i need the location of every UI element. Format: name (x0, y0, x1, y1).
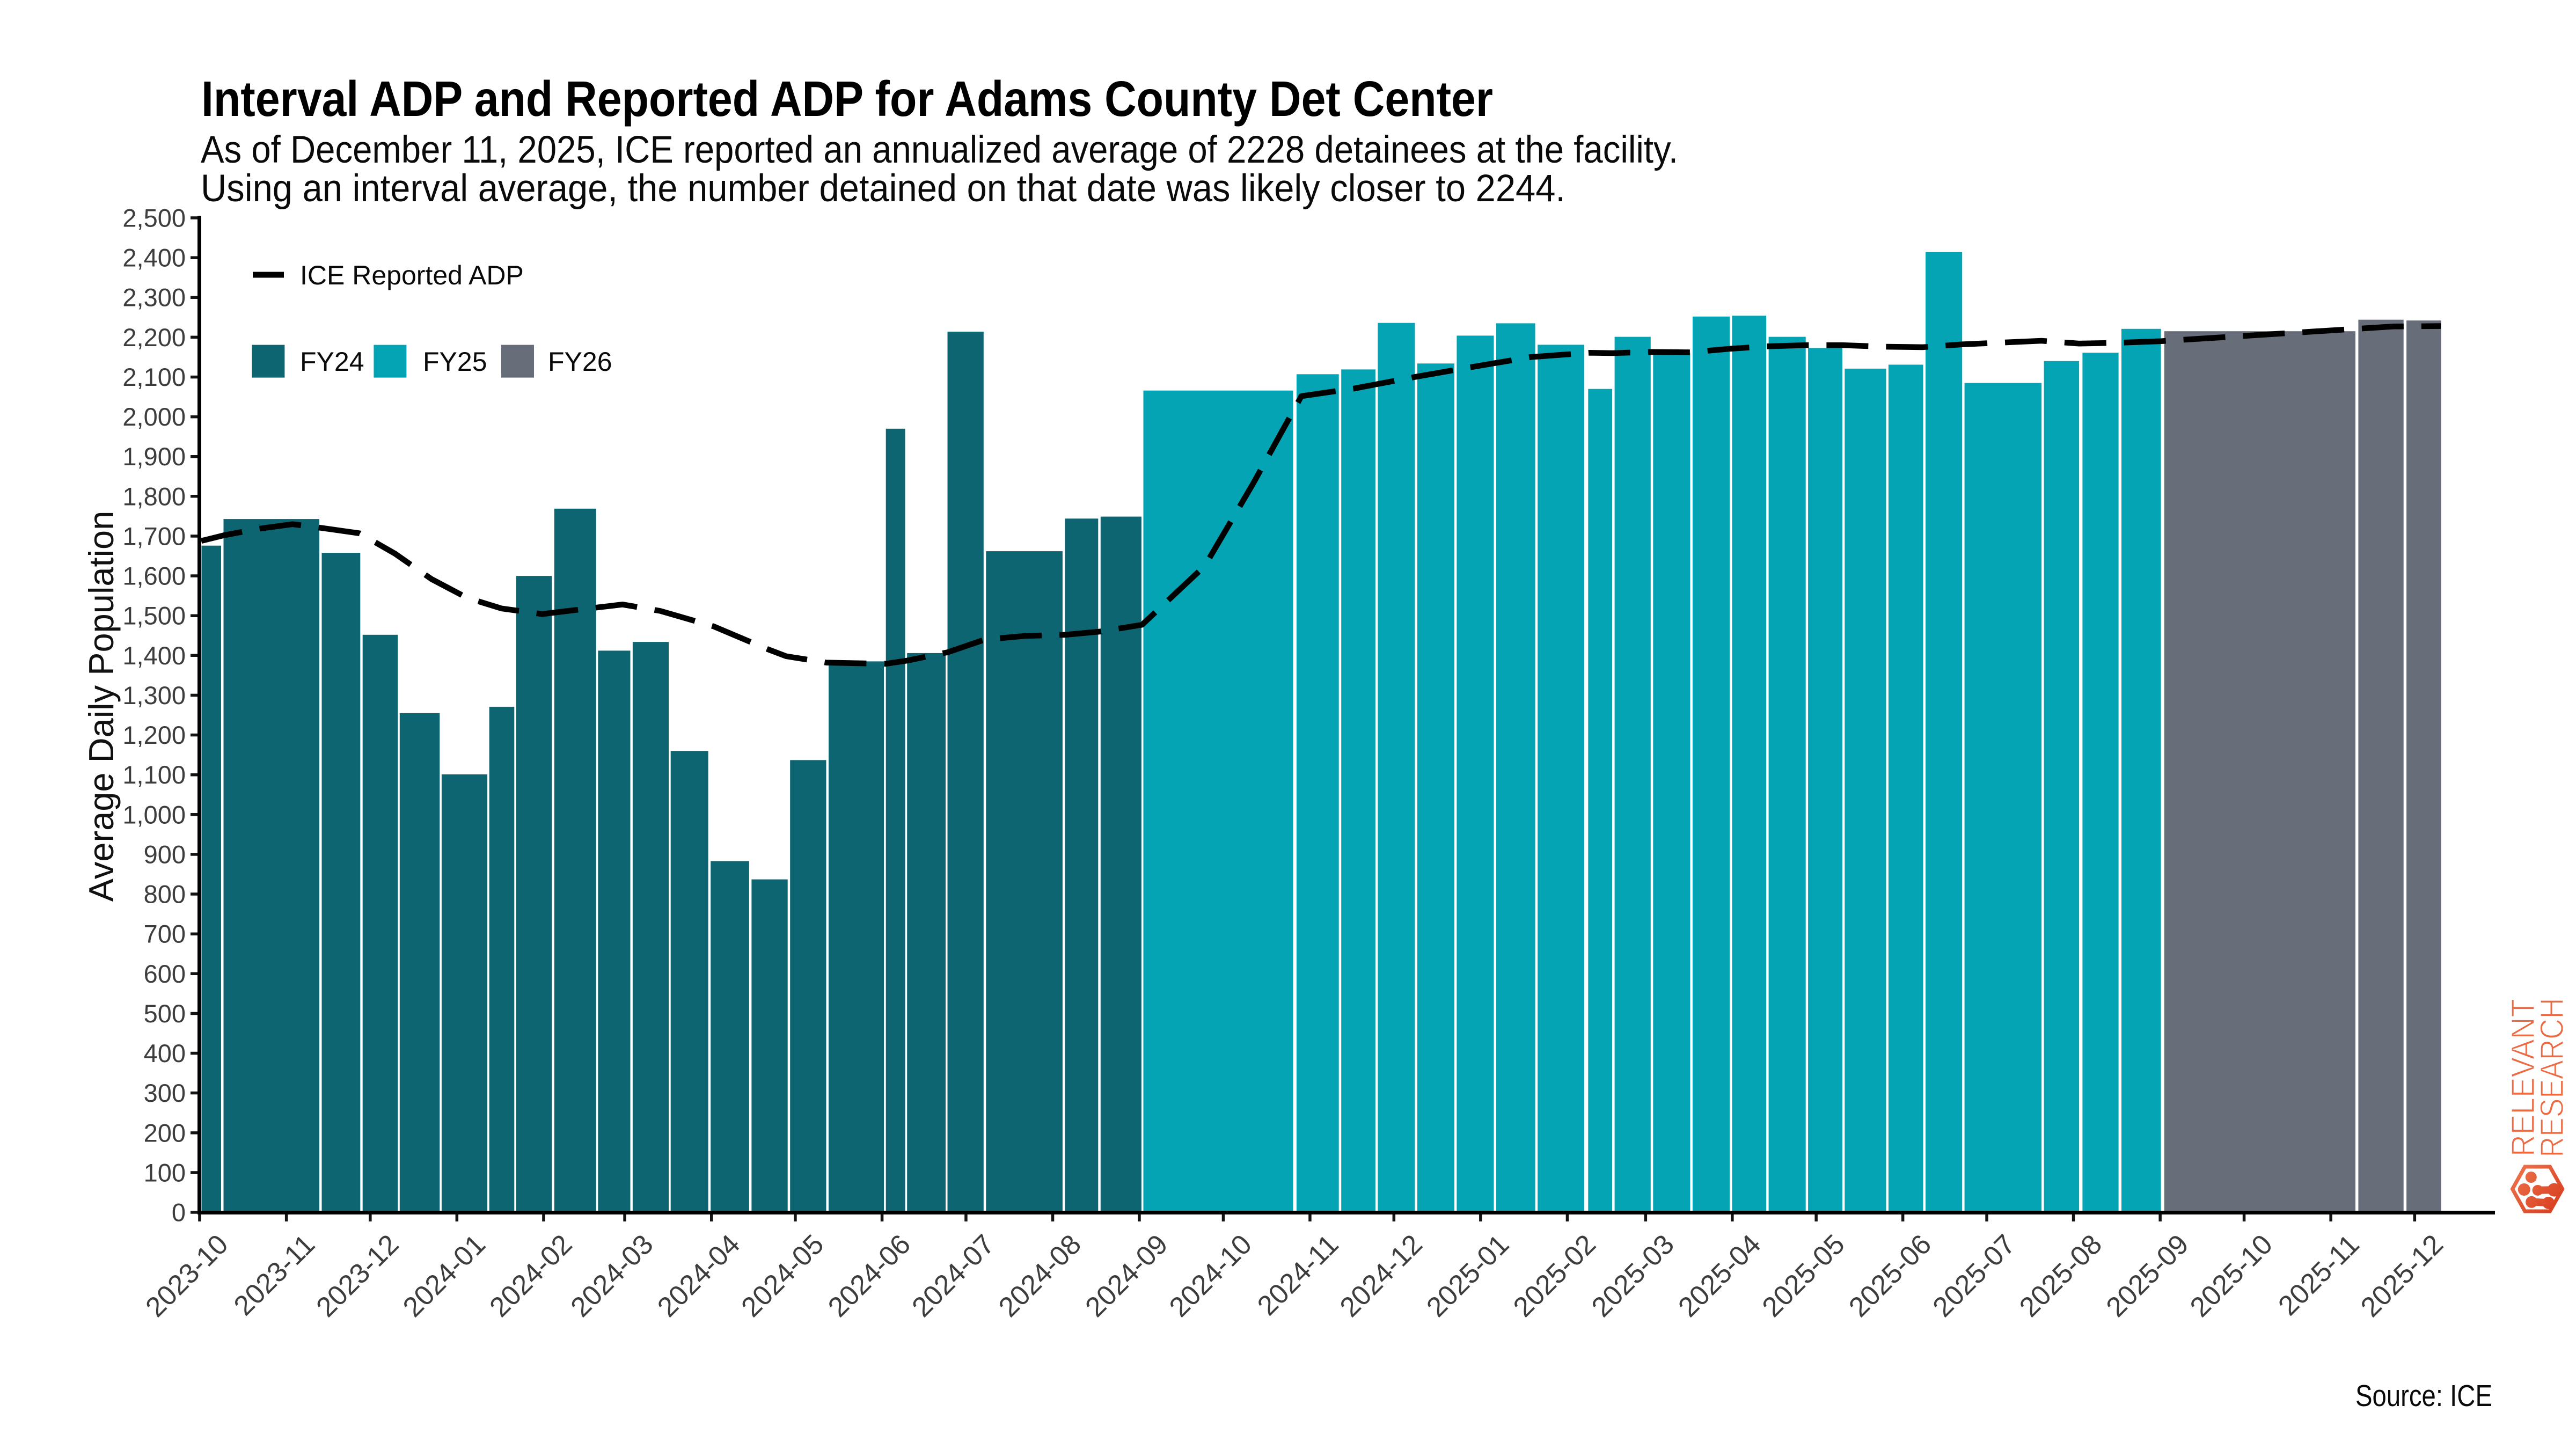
svg-text:Interval ADP and Reported ADP: Interval ADP and Reported ADP for Adams … (201, 71, 1493, 127)
svg-text:200: 200 (144, 1118, 186, 1147)
svg-text:1,800: 1,800 (122, 482, 186, 510)
svg-text:100: 100 (144, 1158, 186, 1187)
svg-text:RELEVANT: RELEVANT (2505, 999, 2541, 1157)
svg-text:1,900: 1,900 (122, 442, 186, 471)
svg-text:2,400: 2,400 (122, 244, 186, 272)
svg-text:2,500: 2,500 (122, 204, 186, 232)
svg-text:1,500: 1,500 (122, 602, 186, 630)
svg-text:1,000: 1,000 (122, 800, 186, 829)
svg-text:FY25: FY25 (423, 347, 487, 377)
svg-text:1,400: 1,400 (122, 641, 186, 670)
svg-text:1,100: 1,100 (122, 760, 186, 789)
svg-text:2,300: 2,300 (122, 283, 186, 312)
svg-text:900: 900 (144, 840, 186, 868)
svg-text:500: 500 (144, 999, 186, 1028)
svg-text:400: 400 (144, 1039, 186, 1067)
svg-text:As of December 11, 2025, ICE r: As of December 11, 2025, ICE reported an… (201, 129, 1678, 171)
svg-text:800: 800 (144, 880, 186, 909)
svg-text:1,600: 1,600 (122, 562, 186, 590)
svg-text:0: 0 (172, 1198, 186, 1227)
svg-text:FY26: FY26 (548, 347, 612, 377)
svg-text:ICE Reported ADP: ICE Reported ADP (300, 260, 524, 290)
svg-text:2,200: 2,200 (122, 323, 186, 352)
svg-text:2,000: 2,000 (122, 402, 186, 431)
svg-text:FY24: FY24 (300, 347, 364, 377)
svg-text:1,200: 1,200 (122, 721, 186, 749)
svg-text:300: 300 (144, 1079, 186, 1107)
svg-text:Average Daily Population: Average Daily Population (82, 511, 121, 902)
svg-text:600: 600 (144, 960, 186, 988)
svg-text:1,700: 1,700 (122, 522, 186, 551)
svg-text:700: 700 (144, 920, 186, 948)
svg-text:1,300: 1,300 (122, 681, 186, 709)
svg-text:Source: ICE: Source: ICE (2355, 1379, 2492, 1413)
svg-text:Using an interval average, the: Using an interval average, the number de… (201, 167, 1565, 210)
svg-text:RESEARCH: RESEARCH (2534, 998, 2570, 1158)
svg-text:2,100: 2,100 (122, 363, 186, 391)
